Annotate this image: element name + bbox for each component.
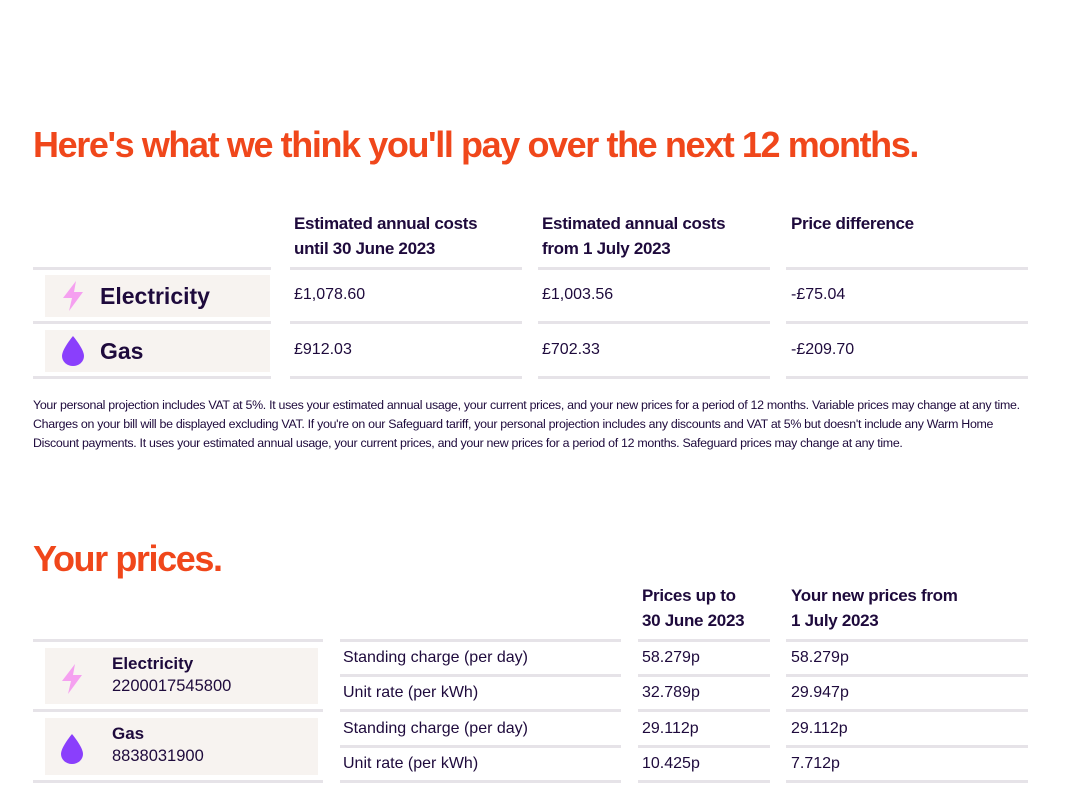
divider [33,321,271,324]
col-header-new-line2: 1 July 2023 [791,611,879,630]
divider [290,376,522,379]
col-header-difference: Price difference [791,214,914,233]
divider [33,639,323,642]
fuel-name: Gas [100,337,144,364]
divider [786,745,1028,748]
divider [290,267,522,270]
gas-flame-drop-icon [60,335,86,367]
rate-old: 10.425p [642,755,700,772]
prices-heading: Your prices. [33,538,223,579]
divider [538,376,770,379]
divider [786,639,1028,642]
col-header-from: Estimated annual costs from 1 July 2023 [542,211,726,261]
projection-heading: Here's what we think you'll pay over the… [33,124,919,165]
fuel-name: Electricity [100,282,210,309]
col-header-old-prices: Prices up to 30 June 2023 [642,583,745,633]
lightning-bolt-icon [60,280,86,312]
meter-chip-gas: Gas 8838031900 [45,718,318,775]
difference-electricity: -£75.04 [791,286,846,303]
divider [538,321,770,324]
divider [786,267,1028,270]
divider [786,709,1028,712]
col-header-from-line2: from 1 July 2023 [542,239,671,258]
divider [340,745,621,748]
col-header-old-line1: Prices up to [642,586,736,605]
rate-label: Unit rate (per kWh) [343,684,479,701]
rate-old: 58.279p [642,649,700,666]
meter-fuel-name: Gas [112,724,145,743]
divider [638,639,770,642]
divider [786,376,1028,379]
divider [538,267,770,270]
lightning-bolt-icon [59,663,85,700]
meter-fuel-name: Electricity [112,654,194,673]
meter-chip-electricity: Electricity 2200017545800 [45,648,318,704]
divider [638,709,770,712]
cost-from-electricity: £1,003.56 [542,286,614,303]
gas-flame-drop-icon [59,733,85,770]
col-header-from-line1: Estimated annual costs [542,214,726,233]
col-header-old-line2: 30 June 2023 [642,611,745,630]
cost-until-gas: £912.03 [294,341,352,358]
divider [638,745,770,748]
col-header-new-line1: Your new prices from [791,586,958,605]
divider [33,780,323,783]
rate-new: 29.947p [791,684,849,701]
rate-new: 7.712p [791,755,840,772]
col-header-new-prices: Your new prices from 1 July 2023 [791,583,958,633]
rate-label: Standing charge (per day) [343,720,528,737]
divider [33,267,271,270]
meter-number: 8838031900 [112,747,204,765]
col-header-until: Estimated annual costs until 30 June 202… [294,211,478,261]
col-header-until-line1: Estimated annual costs [294,214,478,233]
cost-until-electricity: £1,078.60 [294,286,366,303]
divider [638,674,770,677]
divider [33,709,323,712]
divider [340,709,621,712]
divider [786,674,1028,677]
rate-old: 29.112p [642,720,699,737]
rate-new: 58.279p [791,649,849,666]
divider [638,780,770,783]
divider [33,376,271,379]
divider [290,321,522,324]
projection-footnote: Your personal projection includes VAT at… [33,398,1020,450]
rate-label: Unit rate (per kWh) [343,755,479,772]
divider [786,780,1028,783]
difference-gas: -£209.70 [791,341,855,358]
fuel-chip-gas: Gas [45,330,270,372]
rate-label: Standing charge (per day) [343,649,528,666]
fuel-chip-electricity: Electricity [45,275,270,317]
divider [340,780,621,783]
cost-from-gas: £702.33 [542,341,600,358]
col-header-until-line2: until 30 June 2023 [294,239,436,258]
divider [340,674,621,677]
divider [340,639,621,642]
rate-old: 32.789p [642,684,700,701]
divider [786,321,1028,324]
meter-number: 2200017545800 [112,677,232,695]
rate-new: 29.112p [791,720,848,737]
